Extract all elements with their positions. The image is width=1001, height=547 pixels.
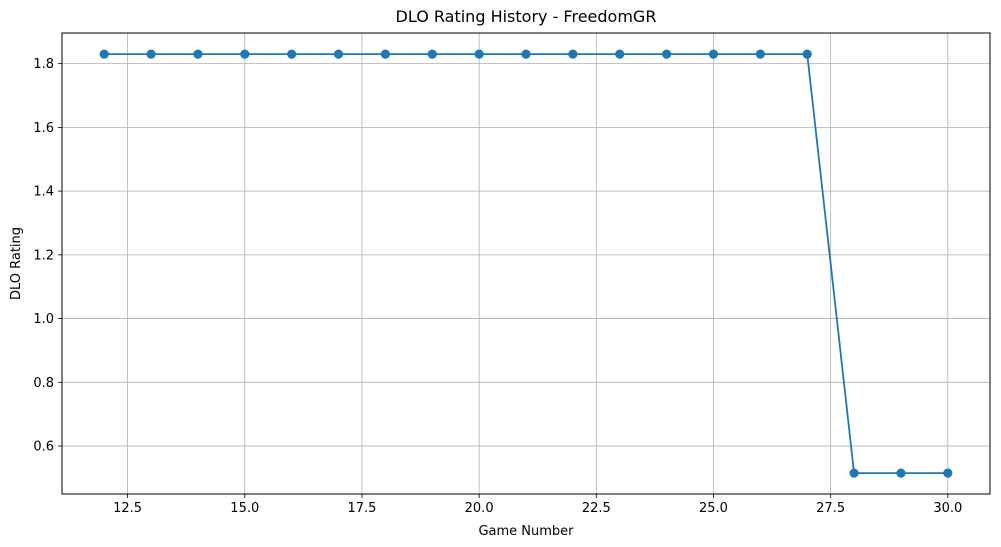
series-layer	[99, 49, 953, 478]
y-axis-label: DLO Rating	[9, 227, 24, 300]
data-point	[708, 49, 719, 59]
data-point	[146, 49, 156, 59]
data-point	[896, 468, 906, 478]
y-tick-label: 1.4	[33, 185, 54, 200]
x-tick-label: 15.0	[230, 501, 259, 516]
chart-title: DLO Rating History - FreedomGR	[396, 7, 657, 26]
x-axis-ticks: 12.5 15.0 17.5 20.0 22.5 25.0 27.5 30.0	[113, 494, 962, 516]
x-tick-label: 25.0	[699, 501, 728, 516]
x-tick-label: 20.0	[465, 501, 494, 516]
y-tick-label: 1.0	[33, 312, 54, 327]
y-tick-label: 1.8	[33, 57, 54, 72]
x-tick-label: 30.0	[933, 501, 962, 516]
y-tick-label: 0.8	[33, 376, 54, 391]
data-point	[568, 49, 578, 59]
data-point	[802, 49, 812, 59]
data-point	[193, 49, 203, 59]
data-point	[521, 49, 531, 59]
y-axis-ticks: 0.6 0.8 1.0 1.2 1.4 1.6 1.8	[33, 57, 62, 455]
x-tick-label: 22.5	[582, 501, 611, 516]
data-point	[287, 49, 297, 59]
data-point	[662, 49, 672, 59]
x-tick-label: 17.5	[347, 501, 376, 516]
y-tick-label: 0.6	[33, 440, 54, 455]
data-point	[427, 49, 437, 59]
data-point	[474, 49, 484, 59]
series-line	[104, 53, 948, 475]
y-tick-label: 1.6	[33, 121, 54, 136]
data-point	[755, 49, 765, 59]
x-tick-label: 27.5	[816, 501, 845, 516]
grid-lines	[62, 33, 990, 494]
data-point	[615, 49, 625, 59]
data-point	[333, 49, 344, 59]
x-axis-label: Game Number	[478, 524, 574, 539]
data-point	[380, 49, 390, 59]
data-point	[99, 49, 109, 59]
y-tick-label: 1.2	[33, 248, 54, 263]
x-tick-label: 12.5	[113, 501, 142, 516]
plot-frame	[61, 32, 991, 495]
data-point	[943, 468, 953, 478]
data-point	[849, 468, 859, 478]
data-point	[240, 49, 250, 59]
